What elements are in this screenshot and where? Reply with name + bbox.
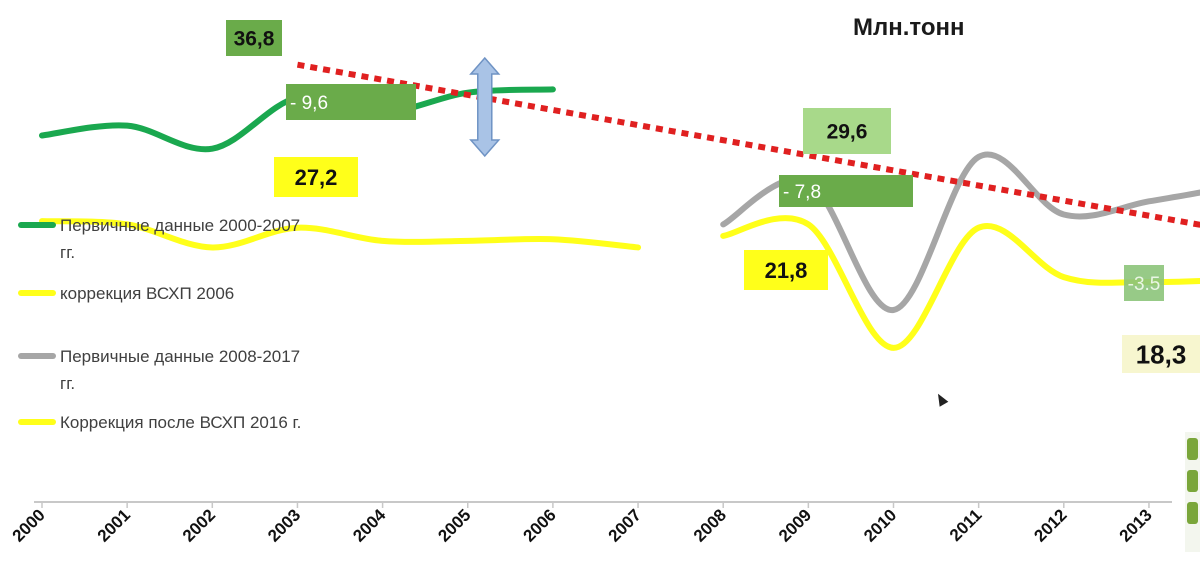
- x-tick-label: 2012: [1030, 505, 1070, 545]
- difference-label: - 9,6: [290, 93, 328, 114]
- difference-box: [1124, 265, 1164, 301]
- value-label: 18,3: [1136, 339, 1187, 369]
- difference-box: [286, 84, 416, 120]
- series-line: [720, 215, 1200, 351]
- value-label-box: [803, 108, 891, 154]
- watermark-strip: [1185, 432, 1200, 552]
- legend-item-correction-2016: Коррекция после ВСХП 2016 г.: [18, 409, 318, 436]
- legend-label: коррекция ВСХП 2006: [60, 284, 235, 303]
- value-label-box: [274, 157, 358, 197]
- value-label-box: [226, 20, 282, 56]
- value-label: 21,8: [765, 258, 808, 283]
- value-label-box: [1122, 335, 1200, 373]
- watermark-badge: [1187, 502, 1198, 524]
- value-label: 29,6: [827, 121, 868, 144]
- watermark-badge: [1187, 438, 1198, 460]
- legend-item-correction-2006: коррекция ВСХП 2006: [18, 280, 318, 307]
- value-label-box: [744, 250, 828, 290]
- x-tick-label: 2006: [520, 505, 560, 545]
- legend-swatch-yellow: [18, 290, 56, 296]
- series-line: [720, 151, 1200, 314]
- x-tick-label: 2001: [94, 505, 134, 545]
- value-label: 36,8: [234, 28, 275, 51]
- difference-box: [779, 175, 913, 207]
- difference-label: - 7,8: [783, 182, 821, 203]
- legend-swatch-gray: [18, 353, 56, 359]
- x-tick-label: 2013: [1116, 505, 1156, 545]
- trend-line: [296, 61, 1200, 228]
- x-tick-label: 2000: [9, 505, 49, 545]
- x-tick-label: 2003: [264, 505, 304, 545]
- legend-swatch-green: [18, 222, 56, 228]
- legend-item-primary-2008-2017: Первичные данные 2008-2017 гг.: [18, 343, 318, 397]
- watermark-badge: [1187, 470, 1198, 492]
- double-arrow-icon: [469, 56, 501, 158]
- x-tick-label: 2007: [605, 505, 645, 545]
- legend-label: Коррекция после ВСХП 2016 г.: [60, 413, 302, 432]
- x-tick-label: 2004: [349, 505, 390, 546]
- legend-item-primary-2000-2007: Первичные данные 2000-2007 гг.: [18, 212, 318, 266]
- x-tick-label: 2002: [179, 505, 219, 545]
- difference-label: -3.5: [1128, 274, 1161, 295]
- series-line: [39, 218, 642, 251]
- legend-label: Первичные данные 2000-2007 гг.: [60, 216, 301, 262]
- value-label: 27,2: [295, 165, 338, 190]
- x-tick-label: 2005: [434, 505, 474, 545]
- x-tick-label: 2009: [775, 505, 815, 545]
- legend-swatch-yellow: [18, 419, 56, 425]
- x-tick-label: 2008: [690, 505, 730, 545]
- legend-label: Первичные данные 2008-2017 гг.: [60, 347, 301, 393]
- x-tick-label: 2011: [946, 505, 986, 545]
- x-tick-label: 2010: [860, 505, 900, 545]
- unit-title: Млн.тонн: [853, 14, 965, 41]
